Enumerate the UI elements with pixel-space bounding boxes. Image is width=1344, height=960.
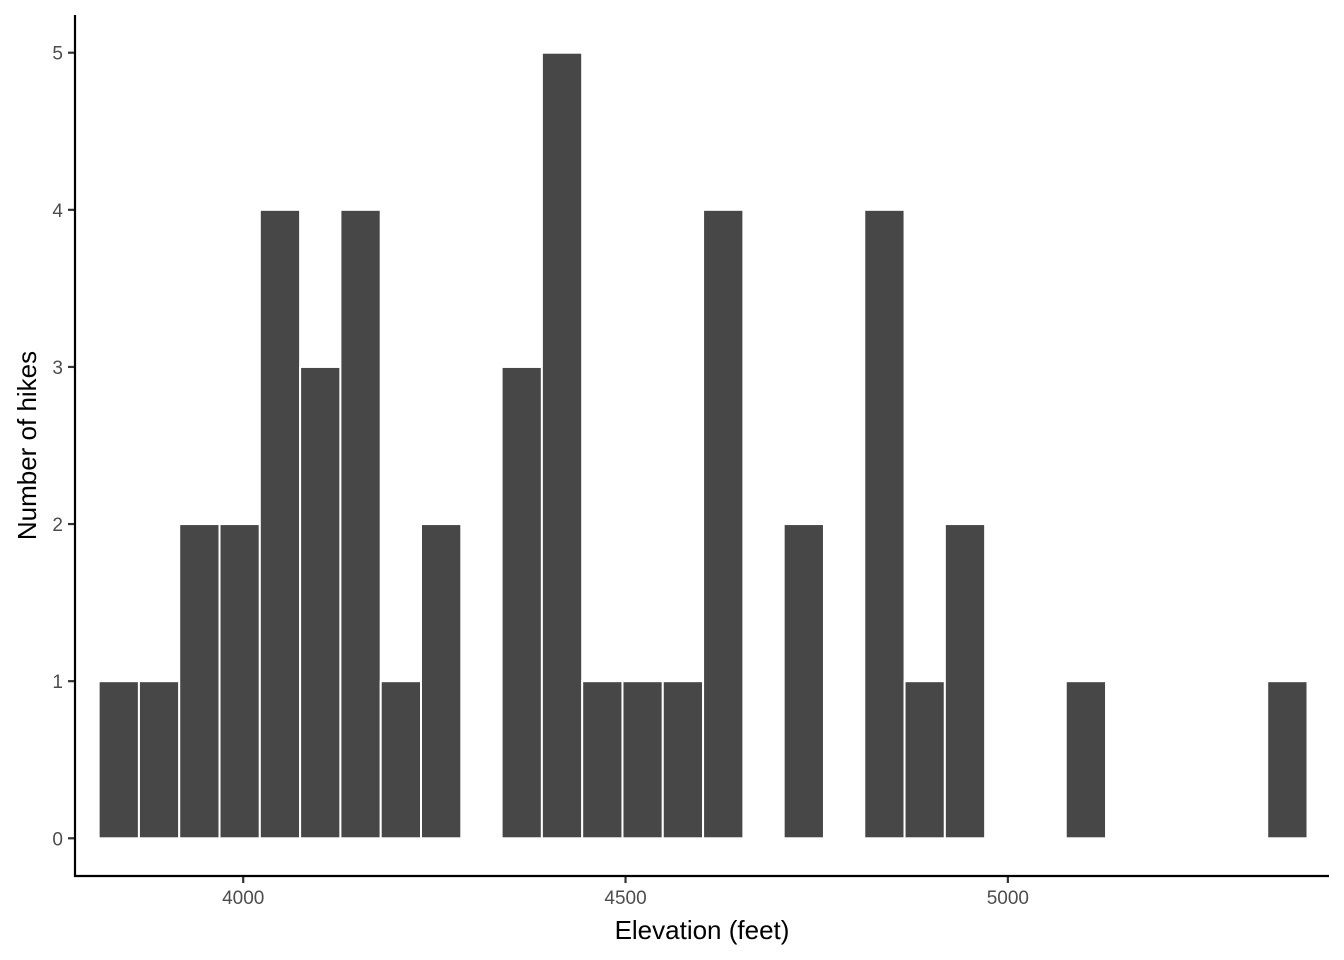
histogram-bar-22 [943,523,987,840]
histogram-bar-2 [137,680,181,840]
y-tick-label: 1 [52,672,63,693]
histogram-bar-8 [379,680,423,840]
x-axis-title: Elevation (feet) [615,915,790,945]
y-tick-label: 5 [52,44,63,65]
histogram-bar-18 [782,523,825,840]
y-tick-label: 3 [52,358,63,379]
histogram-bar-12 [540,51,584,840]
y-tick-label: 0 [52,829,63,850]
x-axis-ticks: 4000 4500 5000 [222,876,1029,909]
histogram-bar-6 [299,365,342,840]
histogram-bar-7 [339,208,382,840]
x-tick-label: 4500 [604,888,646,909]
histogram-bar-21 [903,680,946,840]
histogram-bar-9 [420,523,463,840]
histogram-bar-30 [1266,680,1309,840]
bars-group [97,51,1309,840]
x-tick-label: 5000 [987,888,1029,909]
histogram-bar-1 [97,680,140,840]
histogram-bar-20 [863,208,906,840]
y-axis-ticks: 0 1 2 3 4 5 [52,44,75,850]
histogram-bar-25 [1064,680,1108,840]
y-tick-label: 2 [52,515,63,536]
histogram-bar-3 [178,523,221,840]
x-tick-label: 4000 [222,888,264,909]
histogram-bar-14 [621,680,664,840]
histogram-bar-4 [218,523,261,840]
histogram-bar-5 [258,208,302,840]
y-tick-label: 4 [52,201,63,222]
histogram-bar-13 [581,680,624,840]
histogram-bar-16 [702,208,745,840]
y-axis-title: Number of hikes [12,351,42,540]
histogram-bar-15 [661,680,705,840]
histogram-bar-11 [500,365,543,840]
